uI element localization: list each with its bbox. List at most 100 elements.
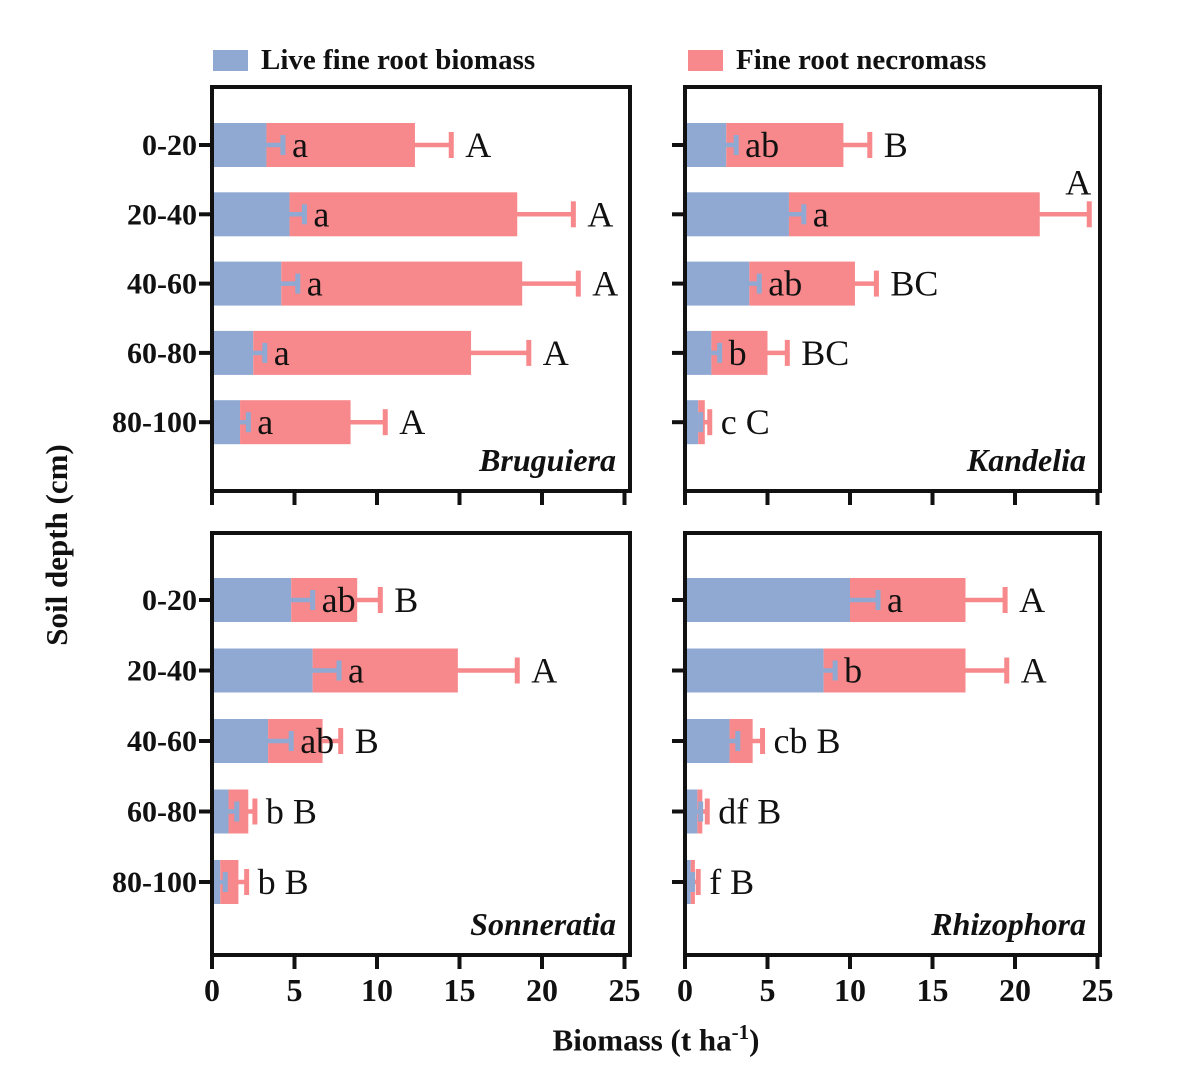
total-significance-letter: B bbox=[355, 721, 379, 761]
necro-bar bbox=[823, 648, 966, 693]
x-tick-label: 20 bbox=[999, 972, 1031, 1008]
significance-letters: c C bbox=[721, 402, 770, 442]
total-significance-letter: A bbox=[1065, 162, 1091, 202]
live-significance-letter: a bbox=[257, 402, 273, 442]
legend-label-necro: Fine root necromass bbox=[736, 44, 987, 76]
y-tick-label: 80-100 bbox=[112, 866, 197, 899]
live-bar bbox=[212, 719, 269, 763]
y-tick-label: 20-40 bbox=[127, 655, 197, 688]
x-tick-label: 15 bbox=[917, 972, 949, 1008]
necro-bar bbox=[788, 192, 1040, 237]
live-significance-letter: a bbox=[348, 651, 364, 691]
legend-swatch-live-icon bbox=[213, 50, 248, 71]
bar-row-60-80: b B bbox=[212, 789, 317, 834]
live-significance-letter: a bbox=[307, 264, 323, 304]
species-label: Rhizophora bbox=[930, 906, 1086, 942]
live-bar bbox=[685, 648, 824, 693]
significance-letters: b B bbox=[266, 792, 317, 832]
significance-letters: b B bbox=[258, 862, 309, 902]
total-significance-letter: BC bbox=[890, 264, 938, 304]
live-significance-letter: ab bbox=[300, 721, 334, 761]
y-tick-label: 20-40 bbox=[127, 198, 197, 231]
necro-bar bbox=[726, 123, 844, 167]
species-label: Sonneratia bbox=[470, 906, 616, 942]
live-significance-letter: ab bbox=[745, 125, 779, 165]
x-axis-title-superscript: -1 bbox=[731, 1020, 750, 1044]
bar-row-40-60: cb B bbox=[685, 719, 841, 763]
bar-row-80-100: f B bbox=[685, 860, 754, 904]
live-bar bbox=[685, 578, 850, 622]
x-tick-label: 10 bbox=[834, 972, 866, 1008]
total-significance-letter: A bbox=[399, 402, 425, 442]
live-bar bbox=[212, 860, 221, 904]
live-bar bbox=[685, 261, 750, 306]
necro-bar bbox=[281, 261, 523, 306]
live-significance-letter: b bbox=[844, 651, 862, 691]
legend-label-live: Live fine root biomass bbox=[261, 44, 536, 76]
live-bar bbox=[212, 330, 254, 375]
necro-bar bbox=[289, 192, 518, 237]
live-bar bbox=[212, 192, 290, 237]
total-significance-letter: A bbox=[1021, 651, 1047, 691]
x-tick-label: 15 bbox=[444, 972, 476, 1008]
total-significance-letter: BC bbox=[801, 333, 849, 373]
panel-frame bbox=[683, 85, 1102, 493]
y-tick-label: 40-60 bbox=[127, 725, 197, 758]
x-axis-title-close: ) bbox=[749, 1022, 760, 1058]
bar-row-80-100: c C bbox=[685, 400, 770, 445]
necro-bar bbox=[253, 330, 472, 375]
live-bar bbox=[212, 123, 267, 167]
total-significance-letter: B bbox=[394, 580, 418, 620]
live-significance-letter: a bbox=[313, 194, 329, 234]
live-significance-letter: b bbox=[729, 333, 747, 373]
x-tick-label: 20 bbox=[526, 972, 558, 1008]
total-significance-letter: A bbox=[531, 651, 557, 691]
x-axis-title-text: Biomass (t ha bbox=[552, 1022, 732, 1058]
x-axis-title: Biomass (t ha-1) bbox=[553, 1020, 760, 1058]
x-tick-label: 25 bbox=[1082, 972, 1114, 1008]
x-tick-label: 10 bbox=[361, 972, 393, 1008]
live-bar bbox=[685, 789, 698, 834]
bar-row-0-20: ab B bbox=[212, 578, 418, 622]
y-tick-label: 0-20 bbox=[142, 584, 197, 617]
y-tick-label: 80-100 bbox=[112, 406, 197, 439]
live-significance-letter: a bbox=[292, 125, 308, 165]
x-tick-label: 0 bbox=[204, 972, 220, 1008]
species-label: Bruguiera bbox=[478, 442, 616, 478]
live-bar bbox=[685, 123, 727, 167]
panel-frame bbox=[210, 85, 632, 493]
significance-letters: df B bbox=[718, 792, 781, 832]
total-significance-letter: A bbox=[587, 194, 613, 234]
total-significance-letter: A bbox=[1019, 580, 1045, 620]
bar-row-80-100: b B bbox=[212, 860, 309, 904]
total-significance-letter: A bbox=[543, 333, 569, 373]
live-bar bbox=[685, 860, 691, 904]
live-significance-letter: ab bbox=[322, 580, 356, 620]
bar-row-0-20: ab B bbox=[685, 123, 908, 167]
y-tick-label: 40-60 bbox=[127, 268, 197, 301]
live-significance-letter: ab bbox=[768, 264, 802, 304]
necro-bar bbox=[266, 123, 415, 167]
significance-letters: f B bbox=[709, 862, 754, 902]
live-bar bbox=[685, 192, 789, 237]
y-tick-label: 0-20 bbox=[142, 129, 197, 162]
necro-bar bbox=[729, 719, 753, 763]
necro-bar bbox=[220, 860, 239, 904]
live-significance-letter: a bbox=[813, 194, 829, 234]
live-bar bbox=[685, 400, 699, 445]
live-bar bbox=[212, 578, 292, 622]
live-bar bbox=[212, 648, 313, 693]
bar-row-60-80: df B bbox=[685, 789, 781, 834]
live-bar bbox=[685, 719, 730, 763]
